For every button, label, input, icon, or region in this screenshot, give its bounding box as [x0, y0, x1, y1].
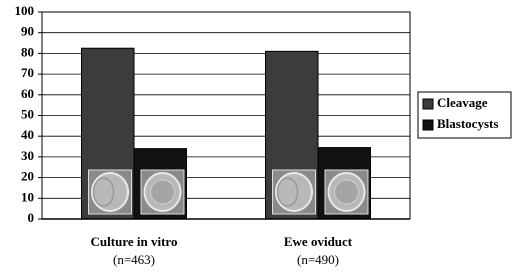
y-tick-label: 100 [15, 3, 35, 18]
x-tick-note: (n=463) [113, 252, 155, 267]
y-tick-label: 70 [21, 65, 34, 80]
x-tick-label: Ewe oviduct [284, 234, 353, 249]
y-tick-label: 40 [21, 127, 34, 142]
legend-swatch [423, 120, 433, 130]
y-tick-label: 20 [21, 169, 34, 184]
y-tick-label: 0 [28, 210, 35, 225]
y-tick-label: 30 [21, 148, 34, 163]
y-tick-label: 80 [21, 44, 34, 59]
x-tick-label: Culture in vitro [91, 234, 178, 249]
y-tick-label: 50 [21, 106, 34, 121]
legend-swatch [423, 99, 433, 109]
y-tick-label: 60 [21, 86, 34, 101]
y-tick-label: 10 [21, 189, 34, 204]
embryo-inner [335, 180, 359, 204]
legend-label: Cleavage [437, 95, 488, 110]
embryo-cell [92, 173, 128, 211]
legend-label: Blastocysts [437, 116, 498, 131]
x-tick-note: (n=490) [297, 252, 339, 267]
chart: 0 10 20 30 40 50 60 70 80 90 100 Culture in vitro (n… [0, 0, 512, 274]
y-tick-label: 90 [21, 24, 34, 39]
embryo-inner [151, 180, 175, 204]
embryo-cell [276, 173, 312, 211]
